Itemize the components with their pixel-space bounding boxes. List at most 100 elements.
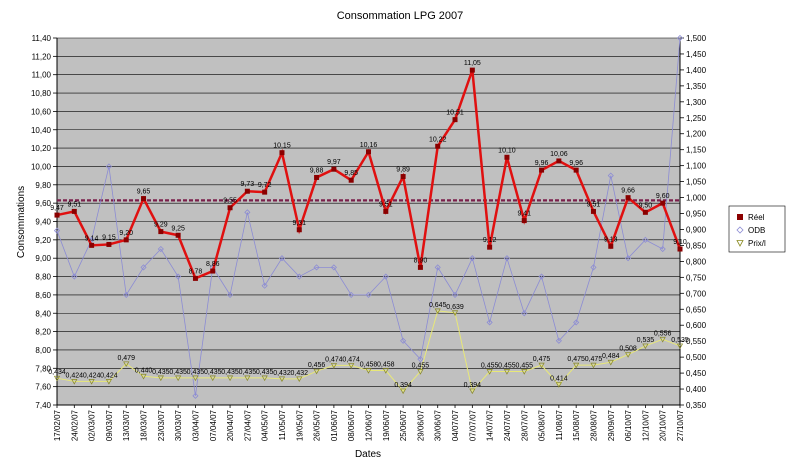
x-tick-label: 19/06/07 <box>382 409 391 441</box>
prix-data-label: 0,645 <box>429 302 447 309</box>
prix-data-label: 0,458 <box>360 362 378 369</box>
prix-data-label: 0,474 <box>342 356 360 363</box>
prix-point <box>209 375 216 382</box>
prix-data-label: 0,484 <box>602 353 620 360</box>
legend-label: Prix/l <box>748 239 766 248</box>
legend: Réel ODB Prix/l <box>728 205 786 253</box>
prix-data-label: 0,435 <box>187 369 205 376</box>
reel-data-label: 9,66 <box>621 188 635 195</box>
prix-data-label: 0,414 <box>550 376 568 383</box>
odb-point <box>296 273 303 280</box>
prix-point <box>382 368 389 374</box>
y2-tick-label: 0,450 <box>686 369 707 378</box>
chart-title: Consommation LPG 2007 <box>337 10 464 22</box>
y2-tick-label: 0,850 <box>686 241 707 250</box>
odb-point <box>226 291 234 298</box>
x-tick-label: 20/10/07 <box>659 409 668 441</box>
prix-data-label: 0,455 <box>412 362 430 369</box>
reel-point <box>106 241 112 247</box>
prix-data-label: 0,508 <box>619 346 637 353</box>
y2-tick-label: 1,500 <box>686 34 707 43</box>
reel-point <box>417 264 423 270</box>
odb-point <box>625 255 632 262</box>
reel-data-label: 9,10 <box>673 239 687 246</box>
prix-point <box>659 336 666 343</box>
prix-data-label: 0,435 <box>239 369 257 376</box>
reel-point <box>642 209 648 215</box>
odb-point <box>278 255 286 262</box>
reel-data-label: 10,16 <box>360 142 378 149</box>
odb-point <box>313 264 320 271</box>
y-tick-label: 8,40 <box>35 309 51 318</box>
y2-tick-label: 1,350 <box>686 82 707 91</box>
x-axis: 17/02/07 24/02/07 02/03/07 09/03/07 13/03/07… <box>53 404 685 441</box>
prix-data-label: 0,535 <box>637 337 655 344</box>
prix-data-label: 0,458 <box>377 362 395 369</box>
reel-data-label: 8,78 <box>189 268 203 275</box>
y2-tick-label: 0,400 <box>686 385 707 394</box>
x-tick-label: 15/08/07 <box>572 409 581 441</box>
prix-data-label: 0,435 <box>169 369 187 376</box>
y2-tick-label: 0,800 <box>686 257 707 266</box>
reel-data-label: 8,90 <box>414 257 428 264</box>
odb-point <box>521 310 528 317</box>
reel-data-label: 9,96 <box>535 160 549 167</box>
x-tick-label: 08/06/07 <box>347 409 356 441</box>
odb-point <box>140 264 147 271</box>
y-tick-label: 9,00 <box>35 254 51 263</box>
prix-data-label: 0,424 <box>66 372 84 379</box>
prix-point <box>400 388 407 395</box>
prix-data-label: 0,455 <box>515 362 533 369</box>
prix-data-label: 0,475 <box>567 356 585 363</box>
prix-point <box>192 375 199 382</box>
reel-data-label: 9,72 <box>258 182 272 189</box>
odb-point <box>348 291 355 298</box>
odb-point <box>88 236 95 243</box>
x-axis-label: Dates <box>355 449 381 460</box>
x-tick-label: 20/04/07 <box>226 409 235 441</box>
odb-point <box>400 337 407 344</box>
prix-point <box>451 310 459 316</box>
reel-point <box>348 177 354 183</box>
prix-data-label: 0,435 <box>204 369 222 376</box>
prix-point <box>140 373 147 380</box>
prix-point <box>244 375 251 382</box>
x-tick-label: 11/08/07 <box>555 409 564 440</box>
y-tick-label: 10,40 <box>31 126 52 135</box>
reel-point <box>210 268 216 274</box>
x-tick-label: 05/08/07 <box>538 409 547 441</box>
y2-tick-label: 0,900 <box>686 225 707 234</box>
prix-data-label: 0,435 <box>152 369 170 376</box>
x-tick-label: 07/07/07 <box>468 409 477 441</box>
odb-point <box>642 236 649 243</box>
reel-point <box>123 237 129 243</box>
reel-data-label: 9,65 <box>137 189 151 196</box>
prix-data-label: 0,639 <box>446 304 464 311</box>
reel-point <box>452 117 458 123</box>
reel-point <box>660 200 666 206</box>
reel-data-label: 9,96 <box>569 160 583 167</box>
prix-point <box>123 361 130 368</box>
prix-data-label: 0,475 <box>533 356 551 363</box>
y2-tick-label: 0,700 <box>686 289 707 298</box>
reel-data-label: 10,51 <box>446 110 464 117</box>
prix-data-label: 0,435 <box>256 369 274 376</box>
x-tick-label: 12/10/07 <box>641 409 650 441</box>
prix-point <box>365 368 372 374</box>
odb-point <box>365 291 372 298</box>
y2-axis: 0,350 0,400 0,450 0,500 0,550 0,600 0,650 0,700… <box>679 34 707 410</box>
reel-data-label: 9,12 <box>483 237 497 244</box>
prix-data-label: 0,394 <box>394 382 412 389</box>
reel-data-label: 9,85 <box>344 170 358 177</box>
prix-point <box>538 362 545 369</box>
reel-data-label: 9,50 <box>639 202 653 209</box>
x-tick-label: 29/06/07 <box>416 409 425 441</box>
reel-point <box>296 227 302 233</box>
reel-data-label: 9,25 <box>171 225 185 232</box>
reel-point <box>158 229 164 235</box>
odb-point <box>53 227 61 234</box>
prix-data-label: 0,424 <box>83 372 101 379</box>
reel-data-label: 9,14 <box>85 235 99 242</box>
prix-point <box>642 343 649 350</box>
series-line-prix <box>56 310 681 393</box>
